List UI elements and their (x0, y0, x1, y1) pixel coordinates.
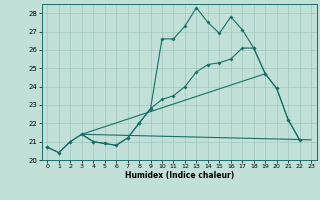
X-axis label: Humidex (Indice chaleur): Humidex (Indice chaleur) (124, 171, 234, 180)
